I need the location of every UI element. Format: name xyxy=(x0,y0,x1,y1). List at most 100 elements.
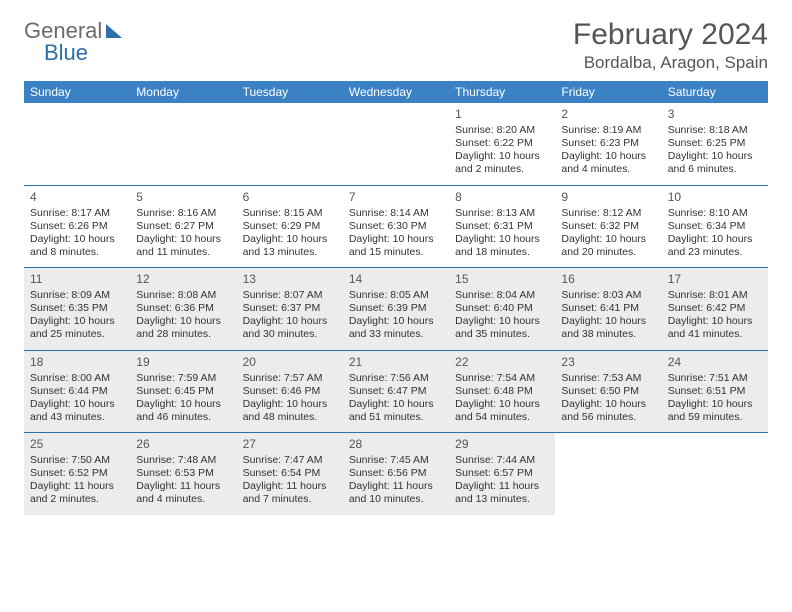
sunset-line: Sunset: 6:48 PM xyxy=(455,385,549,398)
day-number: 5 xyxy=(136,190,230,205)
sunset-line: Sunset: 6:32 PM xyxy=(561,220,655,233)
daylight-line: Daylight: 10 hours and 2 minutes. xyxy=(455,150,549,176)
day-cell: 17Sunrise: 8:01 AMSunset: 6:42 PMDayligh… xyxy=(662,268,768,350)
sunset-line: Sunset: 6:53 PM xyxy=(136,467,230,480)
day-number: 25 xyxy=(30,437,124,452)
day-header: Saturday xyxy=(662,81,768,103)
day-cell: 3Sunrise: 8:18 AMSunset: 6:25 PMDaylight… xyxy=(662,103,768,185)
sunrise-line: Sunrise: 7:50 AM xyxy=(30,454,124,467)
sunrise-line: Sunrise: 8:19 AM xyxy=(561,124,655,137)
day-cell: 18Sunrise: 8:00 AMSunset: 6:44 PMDayligh… xyxy=(24,351,130,433)
daylight-line: Daylight: 10 hours and 38 minutes. xyxy=(561,315,655,341)
day-cell: 27Sunrise: 7:47 AMSunset: 6:54 PMDayligh… xyxy=(237,433,343,515)
sunset-line: Sunset: 6:35 PM xyxy=(30,302,124,315)
sunrise-line: Sunrise: 8:16 AM xyxy=(136,207,230,220)
sunset-line: Sunset: 6:57 PM xyxy=(455,467,549,480)
daylight-line: Daylight: 10 hours and 23 minutes. xyxy=(668,233,762,259)
day-number: 27 xyxy=(243,437,337,452)
sunset-line: Sunset: 6:51 PM xyxy=(668,385,762,398)
day-number: 13 xyxy=(243,272,337,287)
daylight-line: Daylight: 10 hours and 28 minutes. xyxy=(136,315,230,341)
day-cell: 8Sunrise: 8:13 AMSunset: 6:31 PMDaylight… xyxy=(449,186,555,268)
day-number: 4 xyxy=(30,190,124,205)
day-cell: 29Sunrise: 7:44 AMSunset: 6:57 PMDayligh… xyxy=(449,433,555,515)
day-number: 19 xyxy=(136,355,230,370)
day-number: 24 xyxy=(668,355,762,370)
daylight-line: Daylight: 10 hours and 8 minutes. xyxy=(30,233,124,259)
daylight-line: Daylight: 10 hours and 41 minutes. xyxy=(668,315,762,341)
sunrise-line: Sunrise: 7:54 AM xyxy=(455,372,549,385)
day-cell: 24Sunrise: 7:51 AMSunset: 6:51 PMDayligh… xyxy=(662,351,768,433)
day-number: 29 xyxy=(455,437,549,452)
day-number: 1 xyxy=(455,107,549,122)
sunset-line: Sunset: 6:25 PM xyxy=(668,137,762,150)
day-number: 18 xyxy=(30,355,124,370)
day-cell: 6Sunrise: 8:15 AMSunset: 6:29 PMDaylight… xyxy=(237,186,343,268)
sunrise-line: Sunrise: 8:15 AM xyxy=(243,207,337,220)
day-number: 23 xyxy=(561,355,655,370)
sunrise-line: Sunrise: 8:07 AM xyxy=(243,289,337,302)
day-number: 14 xyxy=(349,272,443,287)
sunrise-line: Sunrise: 8:09 AM xyxy=(30,289,124,302)
day-header: Sunday xyxy=(24,81,130,103)
daylight-line: Daylight: 10 hours and 15 minutes. xyxy=(349,233,443,259)
daylight-line: Daylight: 10 hours and 54 minutes. xyxy=(455,398,549,424)
sunrise-line: Sunrise: 8:04 AM xyxy=(455,289,549,302)
sunset-line: Sunset: 6:47 PM xyxy=(349,385,443,398)
sunrise-line: Sunrise: 7:56 AM xyxy=(349,372,443,385)
sunset-line: Sunset: 6:52 PM xyxy=(30,467,124,480)
day-number: 11 xyxy=(30,272,124,287)
sunrise-line: Sunrise: 8:12 AM xyxy=(561,207,655,220)
daylight-line: Daylight: 10 hours and 6 minutes. xyxy=(668,150,762,176)
daylight-line: Daylight: 11 hours and 13 minutes. xyxy=(455,480,549,506)
day-header: Thursday xyxy=(449,81,555,103)
daylight-line: Daylight: 10 hours and 30 minutes. xyxy=(243,315,337,341)
day-cell: 28Sunrise: 7:45 AMSunset: 6:56 PMDayligh… xyxy=(343,433,449,515)
sunrise-line: Sunrise: 8:08 AM xyxy=(136,289,230,302)
sunset-line: Sunset: 6:36 PM xyxy=(136,302,230,315)
day-cell: 14Sunrise: 8:05 AMSunset: 6:39 PMDayligh… xyxy=(343,268,449,350)
day-cell: 21Sunrise: 7:56 AMSunset: 6:47 PMDayligh… xyxy=(343,351,449,433)
daylight-line: Daylight: 10 hours and 4 minutes. xyxy=(561,150,655,176)
sunset-line: Sunset: 6:42 PM xyxy=(668,302,762,315)
daylight-line: Daylight: 10 hours and 25 minutes. xyxy=(30,315,124,341)
sunrise-line: Sunrise: 8:03 AM xyxy=(561,289,655,302)
logo-text-2: Blue xyxy=(44,40,88,66)
day-cell: 4 Sunrise: 8:17 AMSunset: 6:26 PMDaylight… xyxy=(24,186,130,268)
sunset-line: Sunset: 6:56 PM xyxy=(349,467,443,480)
sunrise-line: Sunrise: 8:13 AM xyxy=(455,207,549,220)
sunset-line: Sunset: 6:41 PM xyxy=(561,302,655,315)
day-header: Monday xyxy=(130,81,236,103)
sunset-line: Sunset: 6:31 PM xyxy=(455,220,549,233)
sunset-line: Sunset: 6:29 PM xyxy=(243,220,337,233)
sunset-line: Sunset: 6:54 PM xyxy=(243,467,337,480)
daylight-line: Daylight: 10 hours and 33 minutes. xyxy=(349,315,443,341)
day-number: 2 xyxy=(561,107,655,122)
daylight-line: Daylight: 10 hours and 35 minutes. xyxy=(455,315,549,341)
sunset-line: Sunset: 6:37 PM xyxy=(243,302,337,315)
location: Bordalba, Aragon, Spain xyxy=(573,53,768,73)
day-cell: 1Sunrise: 8:20 AMSunset: 6:22 PMDaylight… xyxy=(449,103,555,185)
daylight-line: Daylight: 10 hours and 18 minutes. xyxy=(455,233,549,259)
daylight-line: Daylight: 11 hours and 10 minutes. xyxy=(349,480,443,506)
sunrise-line: Sunrise: 8:17 AM xyxy=(30,207,124,220)
day-cell: 15Sunrise: 8:04 AMSunset: 6:40 PMDayligh… xyxy=(449,268,555,350)
sunset-line: Sunset: 6:23 PM xyxy=(561,137,655,150)
sunrise-line: Sunrise: 8:05 AM xyxy=(349,289,443,302)
calendar-header-row: SundayMondayTuesdayWednesdayThursdayFrid… xyxy=(24,81,768,103)
logo-triangle-icon xyxy=(106,24,122,38)
day-number: 22 xyxy=(455,355,549,370)
day-number: 21 xyxy=(349,355,443,370)
sunset-line: Sunset: 6:26 PM xyxy=(30,220,124,233)
day-number: 10 xyxy=(668,190,762,205)
daylight-line: Daylight: 10 hours and 20 minutes. xyxy=(561,233,655,259)
sunrise-line: Sunrise: 7:48 AM xyxy=(136,454,230,467)
sunrise-line: Sunrise: 8:18 AM xyxy=(668,124,762,137)
empty-cell xyxy=(343,103,449,185)
day-cell: 7Sunrise: 8:14 AMSunset: 6:30 PMDaylight… xyxy=(343,186,449,268)
sunrise-line: Sunrise: 8:00 AM xyxy=(30,372,124,385)
sunset-line: Sunset: 6:27 PM xyxy=(136,220,230,233)
month-title: February 2024 xyxy=(573,18,768,51)
sunrise-line: Sunrise: 7:51 AM xyxy=(668,372,762,385)
sunrise-line: Sunrise: 8:20 AM xyxy=(455,124,549,137)
